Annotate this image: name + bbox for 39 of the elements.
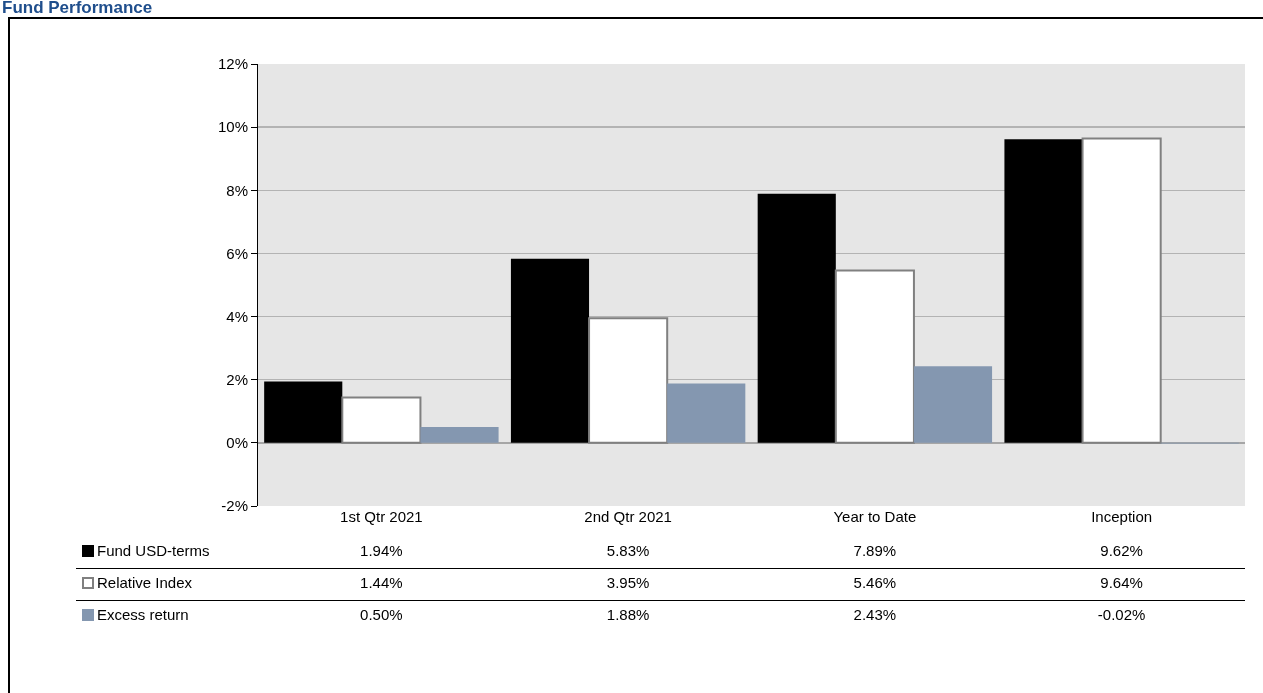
- x-tick-label: Inception: [1091, 508, 1153, 525]
- data-label: 1.94%: [360, 542, 403, 559]
- bar: [1004, 139, 1083, 443]
- bar: [341, 396, 422, 444]
- y-tick-label: 8%: [226, 181, 248, 199]
- legend-label: Excess return: [97, 606, 189, 623]
- data-label: 9.62%: [1100, 542, 1143, 559]
- y-tick-label: 2%: [226, 370, 248, 388]
- data-label: 5.46%: [853, 574, 897, 591]
- legend-label: Relative Index: [97, 574, 193, 591]
- data-label: 0.50%: [360, 606, 403, 623]
- text: Fund Performance: [2, 0, 153, 18]
- data-label: 3.95%: [606, 574, 650, 591]
- y-tick-label: 4%: [226, 307, 248, 325]
- data-label: 7.89%: [853, 542, 897, 559]
- data-label: 1.88%: [606, 606, 650, 623]
- bar: [264, 381, 343, 443]
- bar: [1081, 137, 1162, 444]
- y-tick-label: 6%: [226, 244, 248, 262]
- data-label: 2.43%: [853, 606, 897, 623]
- legend-label: Fund USD-terms: [97, 542, 210, 559]
- bar: [667, 383, 746, 443]
- bar: [913, 366, 993, 443]
- data-label: -0.02%: [1097, 606, 1146, 623]
- bar: [757, 193, 836, 443]
- x-tick-label: Year to Date: [833, 508, 917, 525]
- bar: [834, 269, 915, 444]
- data-label: 9.64%: [1100, 574, 1143, 591]
- x-tick-label: 1st Qtr 2021: [340, 508, 423, 525]
- y-tick-label: 12%: [217, 55, 248, 73]
- y-tick-label: 0%: [226, 434, 248, 452]
- bar: [420, 427, 499, 443]
- bar: [510, 258, 590, 443]
- x-tick-label: 2nd Qtr 2021: [584, 508, 672, 525]
- data-label: 1.44%: [360, 574, 403, 591]
- bar: [588, 317, 669, 444]
- data-label: 5.83%: [606, 542, 650, 559]
- y-tick-label: -2%: [221, 497, 248, 515]
- y-tick-label: 10%: [217, 118, 248, 136]
